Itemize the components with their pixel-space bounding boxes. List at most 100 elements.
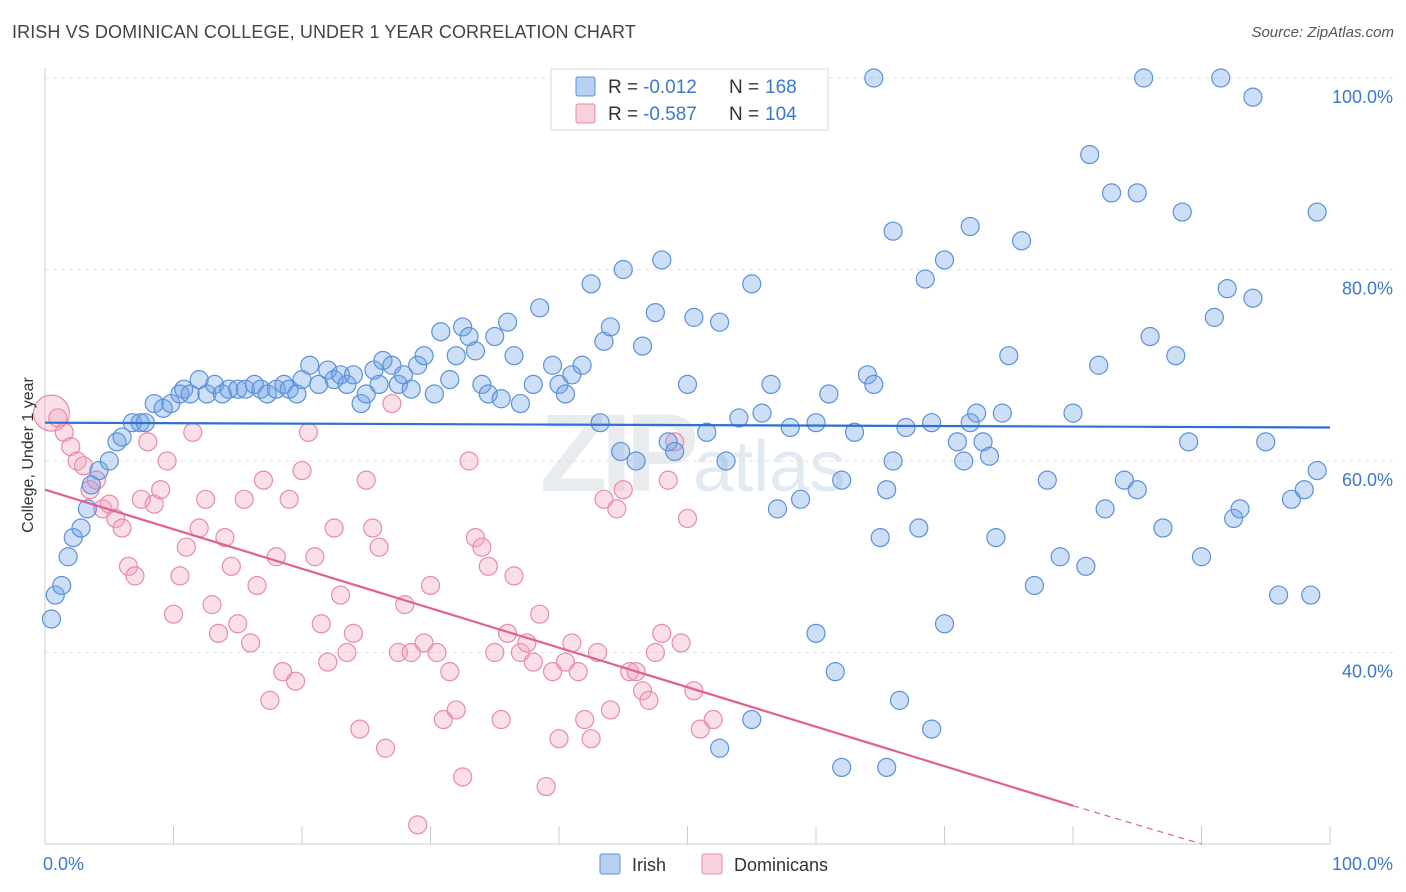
irish-point xyxy=(1095,499,1115,519)
irish-point xyxy=(440,370,460,390)
dominicans-point xyxy=(73,456,94,476)
irish-point xyxy=(729,408,749,428)
irish-point xyxy=(864,68,884,88)
dominicans-point xyxy=(350,719,370,739)
dominicans-point xyxy=(645,642,665,663)
irish-point xyxy=(710,738,730,758)
dominicans-point xyxy=(324,518,344,538)
dominicans-point xyxy=(478,556,498,576)
dominicans-point xyxy=(549,729,569,749)
dominicans-point xyxy=(112,518,132,538)
irish-point xyxy=(742,709,762,730)
irish-point xyxy=(1127,480,1147,500)
irish-point xyxy=(1024,575,1045,596)
irish-point xyxy=(1179,432,1199,452)
irish-point xyxy=(318,360,338,380)
irish-point xyxy=(1080,145,1100,165)
irish-point xyxy=(790,489,811,509)
irish-point xyxy=(523,374,543,394)
irish-point xyxy=(542,355,563,375)
dominicans-point xyxy=(273,662,293,682)
dominicans-point xyxy=(125,566,145,586)
irish-point xyxy=(922,413,942,433)
dominicans-point xyxy=(414,633,434,653)
dominicans-point xyxy=(356,470,376,490)
dominicans-points xyxy=(32,393,723,835)
irish-point xyxy=(1114,470,1135,490)
dominicans-point xyxy=(144,494,164,514)
dominicans-point xyxy=(170,566,190,586)
irish-point xyxy=(1281,489,1302,509)
dominicans-point xyxy=(530,604,550,624)
dominicans-point xyxy=(607,499,627,519)
irish-point xyxy=(356,384,376,404)
irish-point xyxy=(45,585,65,605)
irish-point xyxy=(287,384,307,404)
irish-point xyxy=(459,326,479,347)
dominicans-point xyxy=(465,527,486,548)
irish-point xyxy=(883,451,903,471)
dominicans-point xyxy=(151,480,171,500)
watermark-atlas: atlas xyxy=(693,427,846,507)
irish-point xyxy=(1037,470,1057,490)
irish-point xyxy=(478,384,498,404)
irish-point xyxy=(780,417,800,438)
irish-point xyxy=(504,346,524,366)
dominicans-point xyxy=(183,422,203,442)
dominicans-point xyxy=(581,729,601,749)
irish-point xyxy=(652,250,672,270)
bottom-legend-label-irish: Irish xyxy=(632,855,666,875)
bottom-legend-label-dominicans: Dominicans xyxy=(734,855,828,875)
dominicans-point xyxy=(311,614,331,634)
irish-point xyxy=(684,307,704,327)
dominicans-point xyxy=(260,690,280,710)
irish-point xyxy=(1230,499,1250,519)
irish-point xyxy=(613,259,633,280)
irish-point xyxy=(870,527,890,548)
irish-point xyxy=(1204,307,1224,327)
irish-point xyxy=(922,719,942,739)
dominicans-point xyxy=(485,642,505,663)
dominicans-point xyxy=(208,623,229,643)
dominicans-trend-line xyxy=(44,488,1074,807)
dominicans-point xyxy=(298,422,319,442)
y-tick-label: 40.0% xyxy=(1342,662,1393,682)
dominicans-point xyxy=(671,633,691,653)
irish-point xyxy=(600,317,621,337)
x-tick-label: 0.0% xyxy=(43,854,84,874)
irish-point xyxy=(832,470,852,490)
irish-point xyxy=(844,422,865,442)
dominicans-point xyxy=(221,556,241,576)
irish-point xyxy=(1268,585,1289,605)
dominicans-point xyxy=(305,547,325,567)
dominicans-point xyxy=(408,815,428,835)
irish-trend-line xyxy=(44,421,1331,429)
dominicans-point xyxy=(632,681,653,701)
dominicans-point xyxy=(247,575,267,596)
dominicans-point xyxy=(196,489,216,509)
irish-point xyxy=(555,384,576,404)
legend-r-value: -0.012 xyxy=(643,77,697,98)
dominicans-point xyxy=(690,719,710,739)
irish-point xyxy=(806,413,826,433)
irish-point xyxy=(373,350,393,371)
legend-n-label: N = xyxy=(729,77,759,98)
y-axis-label: College, Under 1 year xyxy=(20,377,37,533)
dominicans-point xyxy=(575,709,595,730)
legend-swatch-irish xyxy=(575,76,596,97)
bottom-legend: Irish Dominicans xyxy=(599,853,828,875)
irish-point xyxy=(388,374,408,394)
dominicans-point xyxy=(440,662,460,682)
irish-point xyxy=(590,413,610,433)
irish-point xyxy=(300,355,320,375)
irish-point xyxy=(530,298,550,318)
legend-swatch-dominicans xyxy=(575,103,596,124)
irish-point xyxy=(767,499,788,519)
legend-r-value: -0.587 xyxy=(643,104,697,125)
irish-point xyxy=(611,441,631,462)
irish-point xyxy=(408,355,428,375)
irish-point xyxy=(1243,87,1263,107)
chart-title: IRISH VS DOMINICAN COLLEGE, UNDER 1 YEAR… xyxy=(12,22,636,42)
legend-box xyxy=(550,68,829,131)
